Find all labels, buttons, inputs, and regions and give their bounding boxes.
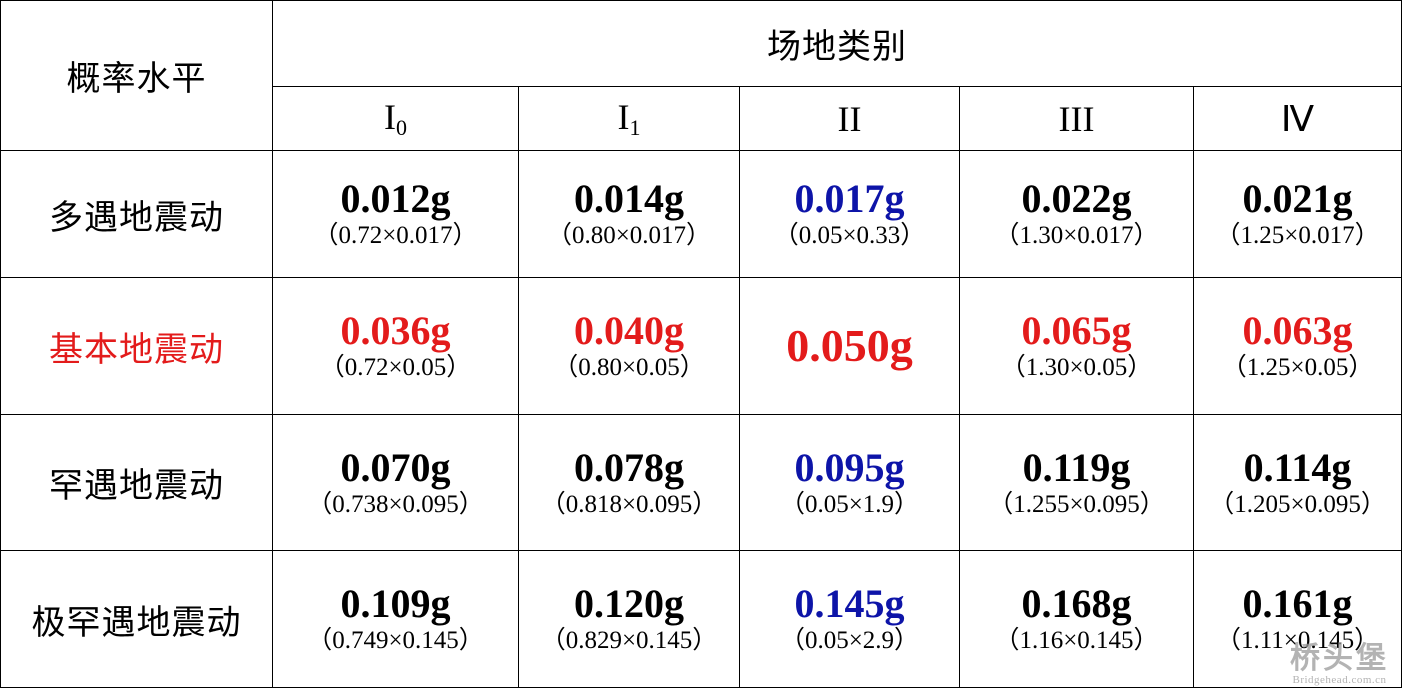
table-cell: 0.145g （0.05×2.9） xyxy=(739,550,960,688)
cell-value: 0.021g xyxy=(1242,176,1353,221)
row-label-header: 概率水平 xyxy=(0,0,273,151)
table-cell: 0.168g （1.16×0.145） xyxy=(959,550,1194,688)
column-header-main: II xyxy=(837,98,862,139)
table-cell: 0.070g （0.738×0.095） xyxy=(272,414,519,551)
table-cell: 0.036g （0.72×0.05） xyxy=(272,277,519,415)
cell-value: 0.145g xyxy=(794,581,905,626)
cell-value: 0.109g xyxy=(340,581,451,626)
cell-formula: （0.05×0.33） xyxy=(773,222,926,249)
cell-value: 0.014g xyxy=(574,176,684,221)
cell-formula: （1.25×0.017） xyxy=(1215,222,1380,249)
cell-formula: （0.829×0.145） xyxy=(540,627,718,654)
header-row-group: 概率水平 场地类别 xyxy=(0,0,1403,151)
cell-value: 0.022g xyxy=(1021,176,1132,221)
cell-value: 0.119g xyxy=(1022,444,1131,490)
column-header-subscript: 1 xyxy=(629,115,641,140)
column-header-i1: I1 xyxy=(518,86,740,151)
table-cell: 0.063g （1.25×0.05） xyxy=(1192,277,1403,415)
cell-value: 0.065g xyxy=(1021,308,1132,353)
row-label: 极罕遇地震动 xyxy=(0,550,273,688)
table-cell: 0.161g （1.11×0.145） xyxy=(1192,550,1403,688)
cell-formula: （0.818×0.095） xyxy=(540,490,718,518)
site-class-header: 场地类别 xyxy=(271,0,1403,87)
cell-value: 0.017g xyxy=(794,176,905,221)
cell-value: 0.114g xyxy=(1243,444,1352,490)
column-header-subscript: 0 xyxy=(396,115,407,140)
table-row-basic: 基本地震动 0.036g （0.72×0.05） 0.040g （0.80×0.05） 0… xyxy=(0,277,1403,415)
row-label: 基本地震动 xyxy=(0,277,273,415)
table-row-frequent: 多遇地震动 0.012g （0.72×0.017） 0.014g （0.80×0.017… xyxy=(0,150,1403,278)
table-cell: 0.120g （0.829×0.145） xyxy=(518,550,740,688)
cell-formula: （1.30×0.05） xyxy=(1000,354,1153,381)
cell-value: 0.168g xyxy=(1021,581,1132,626)
cell-formula: （1.25×0.05） xyxy=(1221,354,1374,381)
cell-formula: （0.05×2.9） xyxy=(779,627,920,654)
cell-value: 0.040g xyxy=(574,308,684,353)
cell-formula: （1.255×0.095） xyxy=(988,490,1165,518)
column-header-main: I xyxy=(617,97,630,137)
column-header-iv: Ⅳ xyxy=(1192,86,1403,151)
table-cell: 0.109g （0.749×0.145） xyxy=(272,550,519,688)
cell-value: 0.161g xyxy=(1242,581,1353,626)
cell-formula: （1.30×0.017） xyxy=(994,222,1159,249)
table-cell: 0.065g （1.30×0.05） xyxy=(959,277,1194,415)
cell-value: 0.063g xyxy=(1242,308,1353,353)
cell-formula: （0.72×0.017） xyxy=(313,222,478,249)
table-cell: 0.040g （0.80×0.05） xyxy=(518,277,740,415)
table-cell: 0.014g （0.80×0.017） xyxy=(518,150,740,278)
column-header-main: Ⅳ xyxy=(1280,98,1315,139)
cell-formula: （0.80×0.017） xyxy=(546,222,712,249)
cell-formula: （0.80×0.05） xyxy=(553,354,705,381)
table-cell: 0.021g （1.25×0.017） xyxy=(1192,150,1403,278)
row-label: 多遇地震动 xyxy=(0,150,273,278)
table-cell: 0.095g （0.05×1.9） xyxy=(739,414,960,551)
cell-formula: （0.749×0.145） xyxy=(307,627,484,654)
table-cell: 0.017g （0.05×0.33） xyxy=(739,150,960,278)
table-cell: 0.119g （1.255×0.095） xyxy=(959,414,1194,551)
cell-formula: （1.11×0.145） xyxy=(1215,627,1380,654)
column-header-main: III xyxy=(1058,98,1095,139)
column-header-main: I xyxy=(384,97,396,137)
table-row-rare: 罕遇地震动 0.070g （0.738×0.095） 0.078g （0.818×0.0… xyxy=(0,414,1403,551)
cell-value: 0.070g xyxy=(340,444,451,490)
table-cell: 0.078g （0.818×0.095） xyxy=(518,414,740,551)
cell-value: 0.012g xyxy=(340,176,451,221)
column-header-ii: II xyxy=(739,86,960,151)
table-cell: 0.022g （1.30×0.017） xyxy=(959,150,1194,278)
cell-formula: （0.738×0.095） xyxy=(307,490,484,518)
table-row-very-rare: 极罕遇地震动 0.109g （0.749×0.145） 0.120g （0.829×0.… xyxy=(0,550,1403,688)
column-header-i0: I0 xyxy=(272,86,519,151)
cell-value: 0.036g xyxy=(340,308,451,353)
cell-value: 0.095g xyxy=(794,444,905,490)
cell-value: 0.050g xyxy=(786,320,913,371)
table-cell: 0.050g xyxy=(739,277,960,415)
cell-formula: （0.72×0.05） xyxy=(319,354,472,381)
cell-formula: （0.05×1.9） xyxy=(779,490,920,518)
table-cell: 0.012g （0.72×0.017） xyxy=(272,150,519,278)
cell-value: 0.120g xyxy=(574,581,684,626)
header-row-columns: I0 I1 II III Ⅳ xyxy=(1,86,1403,151)
column-header-iii: III xyxy=(959,86,1194,151)
row-label: 罕遇地震动 xyxy=(0,414,273,551)
cell-value: 0.078g xyxy=(574,444,684,490)
cell-formula: （1.16×0.145） xyxy=(994,627,1159,654)
cell-formula: （1.205×0.095） xyxy=(1209,490,1386,518)
table-cell: 0.114g （1.205×0.095） xyxy=(1192,414,1403,551)
